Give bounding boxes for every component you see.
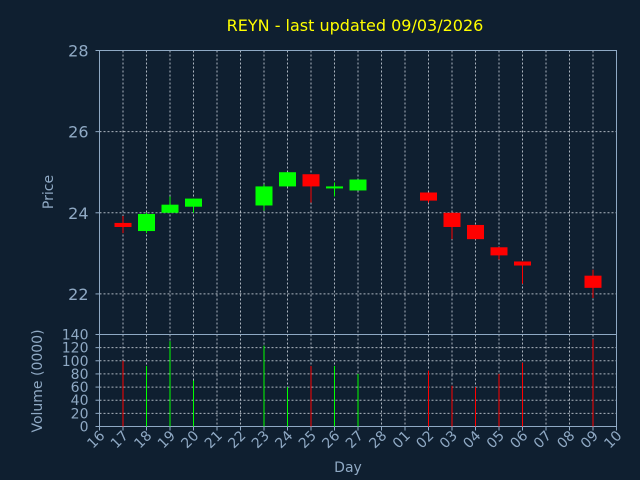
price-tick-label: 26	[68, 123, 88, 142]
candle-body	[255, 186, 273, 206]
x-axis-label: Day	[334, 460, 362, 476]
volume-bars	[122, 339, 594, 427]
x-tick-label: 10	[601, 428, 625, 452]
candle-body	[114, 222, 132, 227]
x-tick-label: 20	[178, 428, 202, 452]
volume-tick-label: 120	[62, 341, 89, 357]
x-tick-label: 26	[319, 428, 343, 452]
candle-body	[584, 275, 602, 288]
price-tick-label: 24	[68, 204, 88, 223]
candle-body	[443, 212, 461, 227]
x-tick-label: 05	[484, 428, 508, 452]
x-tick-label: 01	[390, 428, 414, 452]
price-axis-label: Price	[41, 175, 57, 209]
price-grid	[99, 50, 617, 335]
x-tick-label: 19	[155, 428, 179, 452]
x-axis: 16 17 18 19 20 21 22 23 24 25 26 27 28 01 02 03 04 05 06 07…	[84, 426, 625, 452]
candle-body	[326, 186, 343, 189]
x-tick-label: 28	[366, 428, 390, 452]
x-tick-label: 08	[554, 428, 578, 452]
candle-body	[420, 192, 437, 201]
candle-body	[490, 247, 508, 256]
volume-tick-label: 140	[62, 328, 89, 344]
candle-body	[467, 224, 484, 240]
candle-body	[302, 174, 320, 187]
chart-title: REYN - last updated 09/03/2026	[227, 16, 484, 35]
candles	[114, 172, 602, 298]
volume-tick-label: 80	[71, 367, 89, 383]
x-tick-label: 24	[272, 428, 296, 452]
x-tick-label: 18	[131, 428, 155, 452]
candle-body	[279, 172, 296, 187]
volume-tick-label: 20	[71, 406, 89, 422]
x-tick-label: 27	[343, 428, 367, 452]
candle-body	[161, 204, 179, 213]
volume-axis-label: Volume (0000)	[30, 329, 46, 432]
volume-tick-label: 40	[71, 393, 89, 409]
candle-body	[138, 214, 155, 232]
x-tick-label: 25	[296, 428, 320, 452]
volume-tick-label: 0	[80, 420, 89, 436]
price-tick-label: 22	[68, 285, 88, 304]
x-tick-label: 07	[531, 428, 555, 452]
candle-body	[349, 179, 367, 191]
volume-tick-label: 60	[71, 380, 89, 396]
x-tick-label: 23	[249, 428, 273, 452]
x-tick-label: 22	[225, 428, 249, 452]
x-tick-label: 06	[507, 428, 531, 452]
price-axis: 22 24 26 28	[68, 42, 100, 304]
x-tick-label: 02	[413, 428, 437, 452]
price-tick-label: 28	[68, 42, 88, 61]
x-tick-label: 09	[578, 428, 602, 452]
x-tick-label: 04	[460, 428, 484, 452]
candle-body	[185, 198, 202, 207]
x-tick-label: 21	[202, 428, 226, 452]
volume-tick-label: 100	[62, 354, 89, 370]
candle-body	[514, 261, 531, 266]
x-tick-label: 17	[108, 428, 132, 452]
x-tick-label: 03	[437, 428, 461, 452]
